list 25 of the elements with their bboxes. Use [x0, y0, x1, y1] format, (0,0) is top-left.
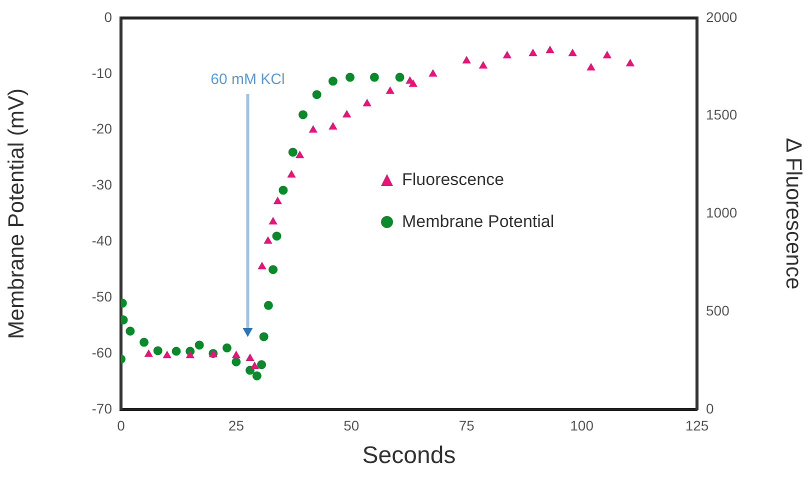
x-tick-label: 50 — [344, 418, 360, 434]
y2-tick-label: 0 — [706, 400, 714, 416]
legend-label: Membrane Potential — [402, 212, 554, 232]
y-tick-label: -30 — [92, 176, 112, 193]
annotation: 60 mM KCl — [210, 71, 285, 88]
y-tick-label: 0 — [104, 8, 112, 25]
y2-tick-label: 500 — [706, 302, 730, 318]
x-axis-title: Seconds — [362, 442, 456, 470]
y-tick-label: -40 — [92, 232, 112, 249]
x-tick-label: 25 — [228, 418, 244, 434]
y2-axis-title: Δ Fluorescence — [782, 138, 807, 290]
x-tick-label: 125 — [685, 418, 709, 434]
x-tick-label: 75 — [458, 418, 475, 434]
y2-tick-label: 1000 — [706, 204, 738, 221]
y2-tick-label: 1500 — [706, 106, 738, 123]
y2-tick-label: 2000 — [706, 8, 738, 25]
x-tick-label: 100 — [570, 418, 594, 434]
y-tick-label: -50 — [92, 288, 112, 304]
y-tick-label: -20 — [92, 120, 112, 137]
y-tick-label: -70 — [92, 400, 112, 416]
y-axis-title: Membrane Potential (mV) — [3, 88, 28, 340]
y-tick-label: -60 — [92, 344, 112, 360]
legend-label: Fluorescence — [402, 170, 504, 190]
y-tick-label: -10 — [92, 64, 112, 81]
x-tick-label: 0 — [117, 418, 126, 434]
